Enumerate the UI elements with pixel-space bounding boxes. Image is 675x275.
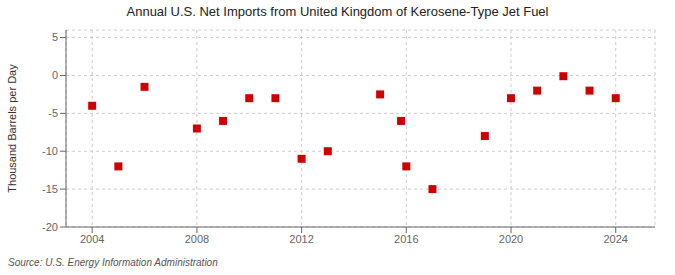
svg-text:2024: 2024 (603, 233, 627, 245)
svg-text:2004: 2004 (80, 233, 104, 245)
svg-text:5: 5 (52, 31, 58, 43)
svg-text:0: 0 (52, 69, 58, 81)
svg-text:-15: -15 (42, 183, 58, 195)
svg-text:2016: 2016 (394, 233, 418, 245)
svg-text:2012: 2012 (289, 233, 313, 245)
svg-text:-5: -5 (48, 107, 58, 119)
html-text:Source: U.S. Energy Informatio: Source: U.S. Energy Information Administ… (8, 257, 218, 268)
svg-text:2020: 2020 (499, 233, 523, 245)
svg-text:-20: -20 (42, 221, 58, 233)
svg-text:-10: -10 (42, 145, 58, 157)
svg-text:2008: 2008 (185, 233, 209, 245)
svg-text:Thousand Barrels per Day: Thousand Barrels per Day (8, 64, 18, 193)
html-text:Annual U.S. Net Imports from U: Annual U.S. Net Imports from United King… (126, 4, 549, 19)
